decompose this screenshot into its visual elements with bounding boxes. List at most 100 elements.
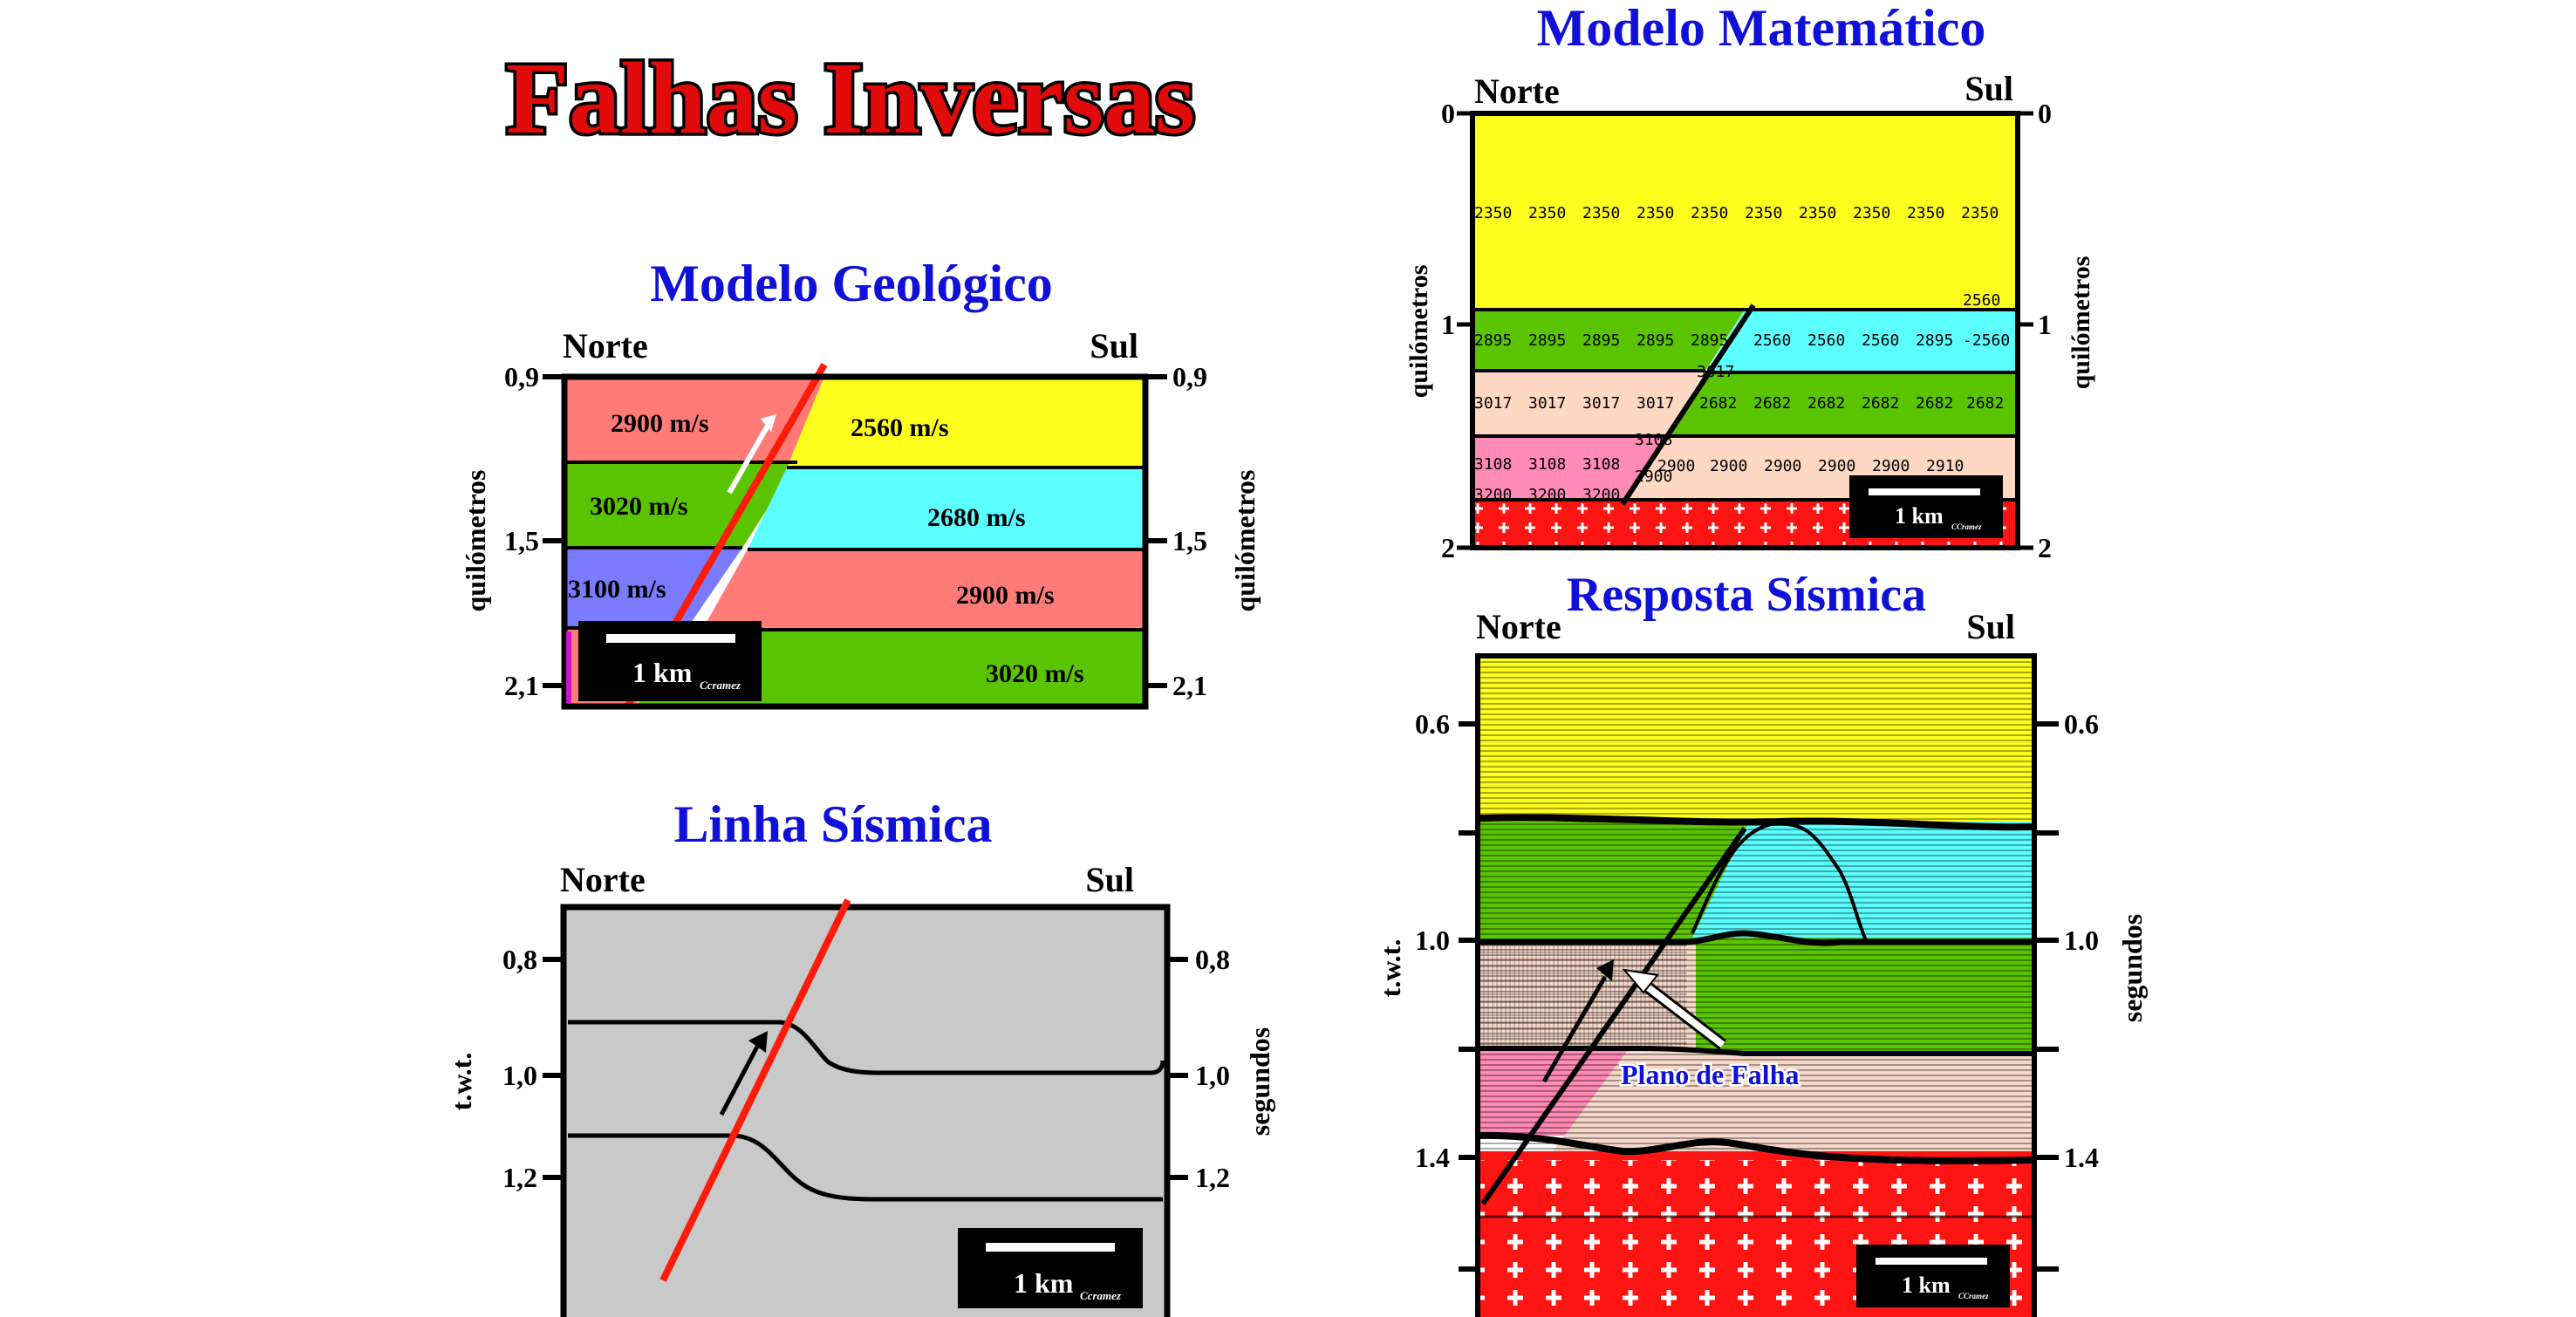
math-value-bottom-left: 3200 <box>1474 486 1512 504</box>
geologic-velocity-south-low: 2900 m/s <box>956 581 1055 610</box>
geologic-tick-left-1: 1,5 <box>504 525 539 556</box>
seismic-line-scale-box <box>958 1228 1143 1308</box>
math-green-left <box>1472 310 1745 371</box>
geologic-velocity-south-bottom: 3020 m/s <box>986 659 1084 688</box>
math-value-green-left: 2895 <box>1691 331 1728 350</box>
geologic-south-bottom-layer <box>635 630 1145 706</box>
geologic-tick-right-0: 0,9 <box>1172 361 1207 392</box>
math-tick-right-1: 1 <box>2038 309 2052 340</box>
geologic-north-mid-layer <box>564 462 797 548</box>
main-title: Falhas Inversas <box>506 41 1195 155</box>
math-value-green-right: 2682 <box>1862 394 1899 413</box>
geologic-axis-label-left: quilómetros <box>460 470 491 612</box>
math-model: Modelo Matemático Norte Sul 2350 2350 2350… <box>1404 0 2095 563</box>
seismic-response: Resposta Sísmica Norte Sul <box>1375 568 2148 1317</box>
math-value-yellow: 2350 <box>1636 204 1674 222</box>
response-scale-label: 1 km <box>1902 1273 1951 1298</box>
math-tick-right-2: 2 <box>2038 532 2052 563</box>
math-value-green-left: 2895 <box>1528 331 1566 350</box>
seismic-line-south-label: Sul <box>1085 860 1134 899</box>
math-value-yellow: 2350 <box>1799 204 1836 222</box>
math-value-peach-right: 2900 <box>1818 457 1855 475</box>
math-axis-label-right: quilómetros <box>2067 256 2095 390</box>
response-tick-right-1: 1.0 <box>2064 925 2099 956</box>
geologic-south-top-layer <box>787 377 1145 467</box>
geologic-scale-label: 1 km <box>632 657 693 688</box>
seismic-response-title: Resposta Sísmica <box>1567 568 1926 622</box>
geologic-axis-label-right: quilómetros <box>1229 470 1261 612</box>
math-value-green-right: 2682 <box>1753 394 1791 413</box>
math-scale-credit: CCramez <box>1951 522 1982 531</box>
response-right-label: segundos <box>2116 914 2148 1023</box>
math-frame <box>1470 111 2020 550</box>
seismic-line-tick-left-2: 1,2 <box>502 1162 537 1193</box>
math-value-peach-right: 2910 <box>1926 457 1964 475</box>
geologic-boundaries <box>564 461 1145 631</box>
seismic-line-fault <box>659 898 851 1282</box>
math-value-peach-right: 2900 <box>1657 457 1695 475</box>
math-value-green-right: 2682 <box>1966 394 2004 413</box>
math-value-green-left: 2895 <box>1582 331 1620 350</box>
math-value-salmon-left: 3017 <box>1474 394 1512 413</box>
seismic-line-tick-left-0: 0,8 <box>502 944 537 975</box>
seismic-line-tick-right-2: 1,2 <box>1195 1162 1230 1193</box>
math-value-salmon-left: 3017 <box>1528 394 1566 413</box>
math-value-fault-1: 3108 <box>1635 431 1672 449</box>
seismic-reflector-upper <box>568 1020 1165 1075</box>
math-tick-right-0: 0 <box>2038 98 2052 129</box>
seismic-response-frame <box>1475 653 2037 1317</box>
response-tick-left-0: 0.6 <box>1415 708 1450 740</box>
math-model-title: Modelo Matemático <box>1537 0 1986 57</box>
seismic-line-north-label: Norte <box>560 860 646 899</box>
math-tick-left-0: 0 <box>1441 98 1455 129</box>
math-value-green-right: 2682 <box>1699 394 1737 413</box>
math-scale-label: 1 km <box>1895 503 1944 529</box>
math-value-peach-right: 2900 <box>1764 457 1801 475</box>
seismic-line-panel <box>560 904 1171 1317</box>
geologic-tick-left-0: 0,9 <box>504 361 539 392</box>
geologic-velocity-north-low: 3100 m/s <box>568 575 666 604</box>
math-value-cyan-right: 2560 <box>1753 331 1791 350</box>
math-value-yellow: 2350 <box>1474 204 1512 222</box>
math-value-pink-left: 3108 <box>1528 455 1566 474</box>
response-left-label: t.w.t. <box>1375 939 1406 998</box>
math-scale-box <box>1849 475 2003 538</box>
geologic-south-mid-layer <box>748 467 1145 549</box>
seismic-line-right-label: segundos <box>1244 1027 1275 1136</box>
math-value-salmon-left: 3017 <box>1636 394 1674 413</box>
seismic-line-scale-credit: Ccramez <box>1080 1289 1122 1302</box>
math-model-south-label: Sul <box>1964 69 2013 108</box>
seismic-line: Linha Sísmica Norte Sul 1 km Ccramez 0,8… <box>446 795 1275 1317</box>
math-value-peach-right: 2900 <box>1710 457 1747 475</box>
seismic-line-scale-label: 1 km <box>1014 1267 1074 1299</box>
seismic-response-north-label: Norte <box>1476 607 1561 646</box>
math-value-bottom-left: 3200 <box>1528 486 1566 504</box>
math-value-bottom-left: 3200 <box>1582 486 1620 504</box>
math-value-green-left: 2895 <box>1474 331 1512 350</box>
math-value-pink-left: 3108 <box>1582 455 1620 474</box>
math-value-cyan-right: 2895 <box>1916 331 1953 350</box>
geologic-title: Modelo Geológico <box>650 255 1053 312</box>
geologic-south-label: Sul <box>1090 326 1138 365</box>
math-value-salmon-left: 3017 <box>1582 394 1620 413</box>
geologic-north-label: Norte <box>563 326 648 365</box>
response-tick-left-1: 1.0 <box>1415 925 1450 956</box>
math-value-yellow-tail: 2560 <box>1963 291 2000 310</box>
math-green-right <box>1666 372 2018 436</box>
math-yellow-layer <box>1472 113 2018 310</box>
math-value-yellow: 2350 <box>1582 204 1620 222</box>
math-tick-left-1: 1 <box>1441 309 1455 340</box>
geologic-tick-left-2: 2,1 <box>504 670 539 701</box>
seismic-line-title: Linha Sísmica <box>673 795 992 853</box>
math-value-yellow: 2350 <box>1528 204 1566 222</box>
geologic-velocity-south-mid: 2680 m/s <box>927 503 1026 532</box>
response-tick-left-2: 1.4 <box>1415 1142 1450 1173</box>
response-fault <box>1480 827 1747 1205</box>
response-scale-credit: CCramez <box>1958 1292 1989 1300</box>
response-tick-right-0: 0.6 <box>2064 708 2099 740</box>
math-value-green-left: 2895 <box>1636 331 1674 350</box>
math-pink-left <box>1472 436 1666 500</box>
math-fault <box>1620 304 1756 506</box>
geologic-north-low-layer <box>564 548 742 628</box>
math-value-cyan-right: -2560 <box>1963 331 2010 350</box>
